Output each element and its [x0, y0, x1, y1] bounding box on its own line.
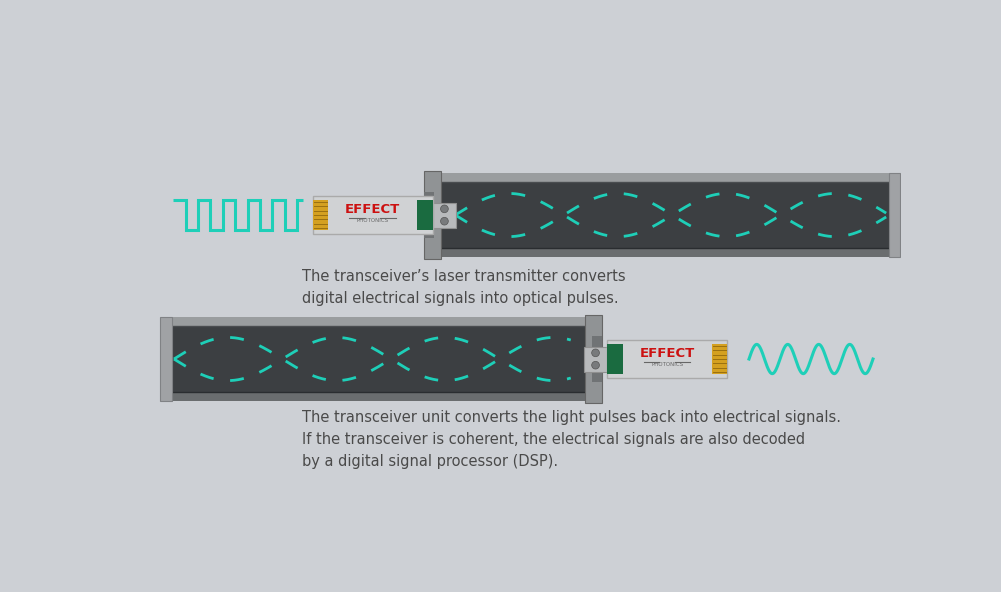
Bar — [168, 326, 585, 392]
Bar — [712, 343, 728, 374]
Bar — [585, 315, 602, 403]
Bar — [608, 340, 728, 378]
Bar — [432, 202, 456, 227]
Bar — [417, 200, 432, 230]
Bar — [441, 173, 892, 182]
Circle shape — [440, 217, 448, 225]
Text: PHOTONICS: PHOTONICS — [356, 218, 388, 223]
Bar — [441, 182, 892, 248]
Text: EFFECT: EFFECT — [640, 347, 695, 360]
Bar — [168, 392, 585, 401]
Bar — [608, 343, 623, 374]
Bar — [312, 196, 432, 234]
Bar — [168, 317, 585, 326]
Circle shape — [592, 361, 600, 369]
Bar — [160, 317, 171, 401]
Bar — [424, 192, 433, 238]
Text: PHOTONICS: PHOTONICS — [652, 362, 684, 367]
Text: The transceiver’s laser transmitter converts
digital electrical signals into opt: The transceiver’s laser transmitter conv… — [302, 269, 626, 306]
Bar — [441, 248, 892, 257]
Circle shape — [592, 349, 600, 357]
Bar — [424, 170, 441, 259]
Bar — [889, 173, 900, 257]
Bar — [584, 346, 608, 372]
Bar — [593, 336, 602, 382]
Text: EFFECT: EFFECT — [345, 203, 400, 216]
Text: The transceiver unit converts the light pulses back into electrical signals.
If : The transceiver unit converts the light … — [302, 410, 841, 469]
Circle shape — [440, 205, 448, 213]
Bar — [312, 200, 328, 230]
